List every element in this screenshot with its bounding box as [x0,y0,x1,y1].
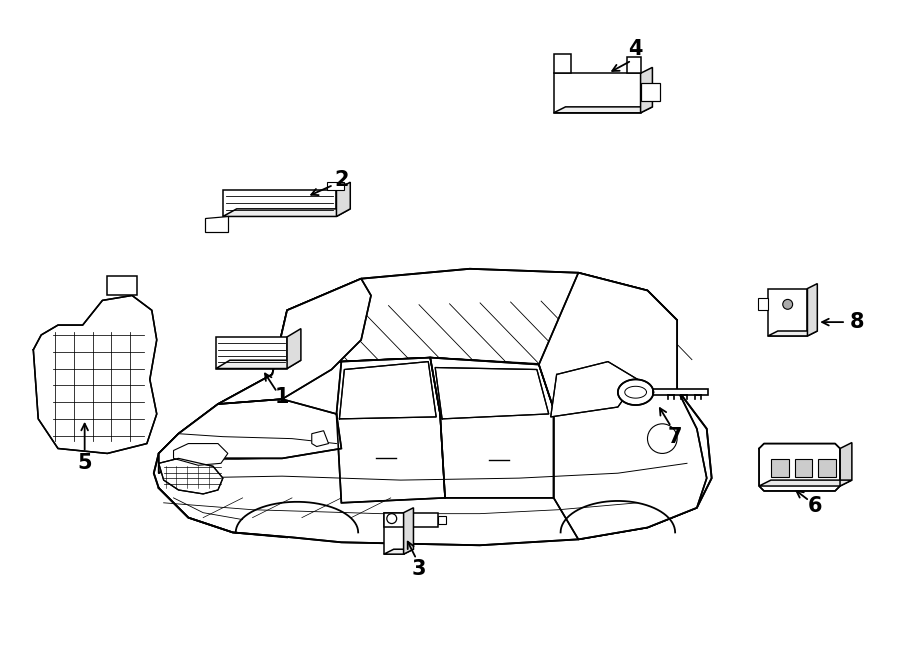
Polygon shape [383,549,413,554]
Polygon shape [539,273,707,540]
Polygon shape [768,289,807,336]
Polygon shape [438,516,446,524]
Polygon shape [107,275,137,295]
Polygon shape [339,361,436,419]
Polygon shape [273,269,677,389]
Polygon shape [840,443,852,486]
Polygon shape [554,54,572,73]
Polygon shape [158,458,223,494]
Polygon shape [223,190,337,216]
Polygon shape [287,328,301,369]
Polygon shape [403,508,413,554]
Polygon shape [218,279,371,404]
Bar [771,459,788,477]
Polygon shape [158,399,341,473]
Polygon shape [216,337,287,369]
Text: 2: 2 [334,170,348,190]
Polygon shape [337,182,350,216]
Polygon shape [154,357,712,545]
Text: 1: 1 [274,387,290,407]
Polygon shape [551,361,637,417]
Polygon shape [641,83,661,101]
Bar [795,459,813,477]
Text: 7: 7 [668,426,682,447]
Polygon shape [33,295,157,453]
Text: 3: 3 [411,559,426,579]
Polygon shape [383,512,403,554]
Polygon shape [327,182,345,190]
Bar [818,459,836,477]
Polygon shape [807,283,817,336]
Polygon shape [554,73,641,113]
Text: 4: 4 [628,38,643,59]
Polygon shape [223,209,350,216]
Polygon shape [216,360,301,369]
Polygon shape [759,480,852,486]
Text: 5: 5 [77,453,92,473]
Polygon shape [641,68,652,113]
Polygon shape [311,431,328,447]
Circle shape [783,299,793,309]
Polygon shape [554,107,652,113]
Polygon shape [618,379,653,405]
Polygon shape [758,299,768,310]
Polygon shape [174,444,228,465]
Polygon shape [653,389,707,395]
Text: 8: 8 [850,312,864,332]
Polygon shape [436,367,549,419]
Text: 6: 6 [808,496,823,516]
Polygon shape [759,444,840,491]
Polygon shape [430,357,554,498]
Polygon shape [337,357,446,503]
Polygon shape [383,512,438,526]
Polygon shape [768,331,817,336]
Polygon shape [626,58,641,73]
Polygon shape [205,216,228,232]
